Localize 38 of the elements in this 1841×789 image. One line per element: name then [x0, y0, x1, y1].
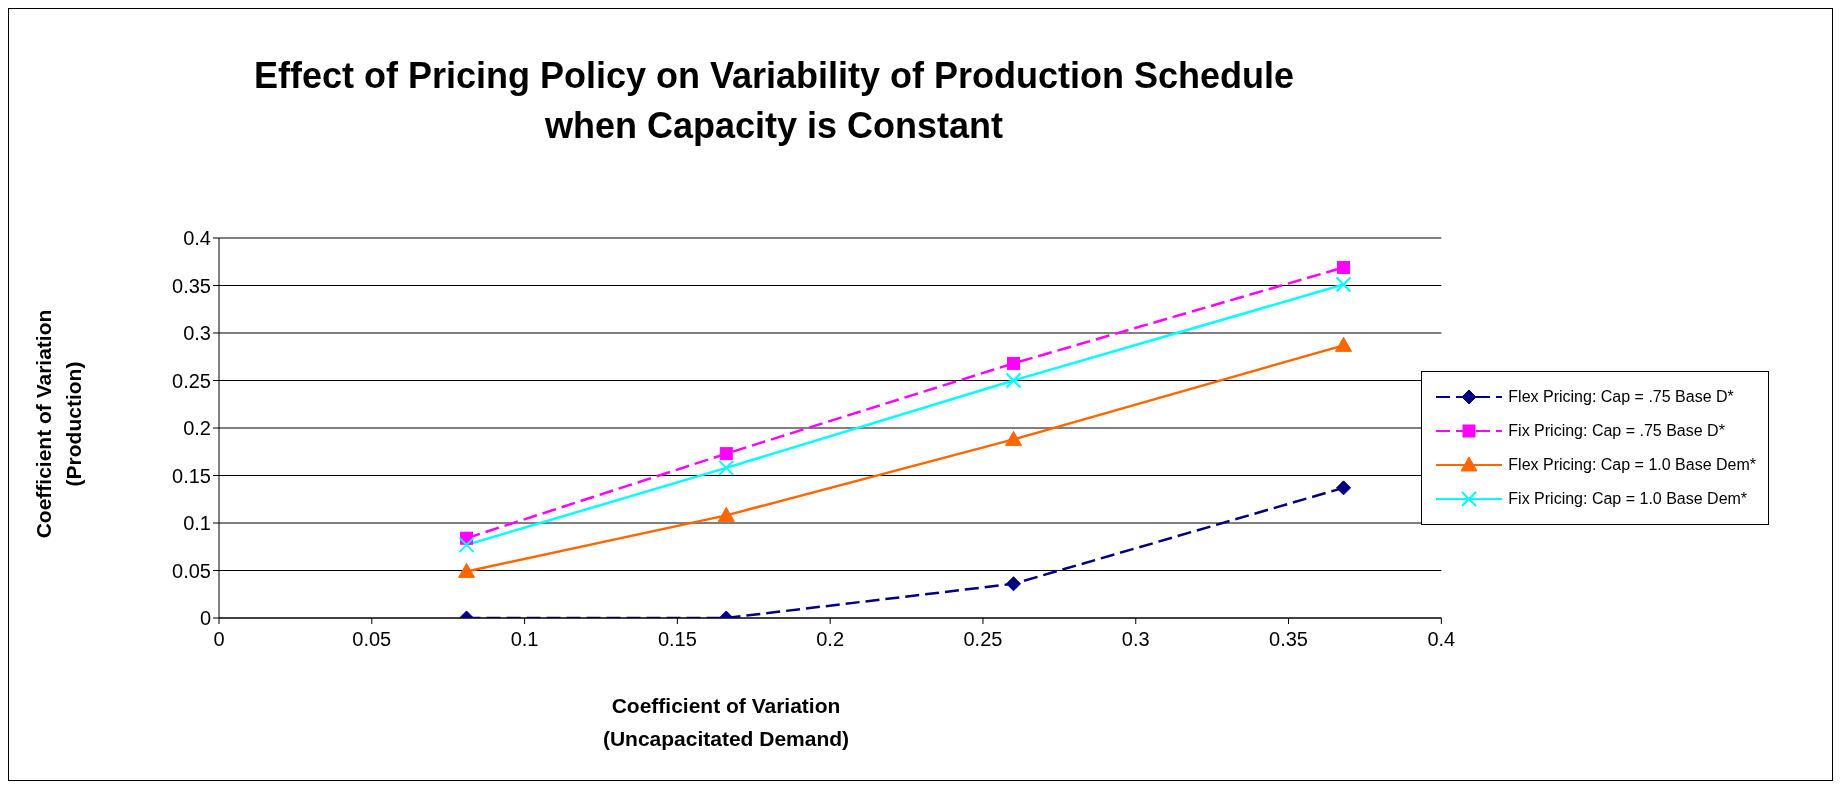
y-tick-label: 0.4 — [183, 227, 211, 250]
y-tick-label: 0.1 — [183, 512, 211, 535]
point — [458, 536, 475, 553]
y-axis-title: Coefficient of Variation (Production) — [31, 309, 86, 539]
y-tick-label: 0.05 — [172, 559, 211, 582]
x-tick-label: 0.25 — [963, 628, 1003, 651]
x-tick-label: 0 — [213, 628, 225, 651]
y-tick-label: 0 — [199, 607, 211, 630]
point — [1336, 480, 1352, 496]
point — [718, 459, 735, 476]
legend-label: Flex Pricing: Cap = 1.0 Base Dem* — [1508, 456, 1756, 474]
legend-label: Flex Pricing: Cap = .75 Base D* — [1508, 388, 1734, 406]
y-tick-label: 0.2 — [183, 417, 211, 440]
legend-label: Fix Pricing: Cap = 1.0 Base Dem* — [1508, 490, 1748, 508]
x-tick-label: 0.15 — [657, 628, 697, 651]
point — [1005, 372, 1022, 389]
point — [1005, 430, 1023, 446]
x-axis-title: Coefficient of Variation (Uncapacitated Demand) — [601, 693, 851, 752]
y-tick-label: 0.15 — [172, 464, 211, 487]
point — [1006, 576, 1022, 592]
x-tick-label: 0.2 — [816, 628, 845, 651]
legend-label: Fix Pricing: Cap = .75 Base D* — [1508, 422, 1725, 440]
point — [717, 506, 735, 522]
point — [458, 562, 476, 578]
y-tick-label: 0.3 — [183, 322, 211, 345]
y-tick-label: 0.25 — [172, 369, 211, 392]
chart-title: Effect of Pricing Policy on Variability of Production Schedule when Capacity is Constant — [252, 54, 1296, 148]
point — [1335, 336, 1353, 352]
x-tick-label: 0.1 — [510, 628, 539, 651]
x-tick-label: 0.3 — [1121, 628, 1150, 651]
x-tick-label: 0.35 — [1269, 628, 1309, 651]
y-tick-label: 0.35 — [172, 274, 211, 297]
point — [1007, 356, 1021, 370]
point — [1335, 276, 1352, 293]
point — [1337, 260, 1351, 274]
x-tick-label: 0.05 — [352, 628, 392, 651]
point — [719, 447, 733, 461]
x-tick-label: 0.4 — [1427, 628, 1456, 651]
